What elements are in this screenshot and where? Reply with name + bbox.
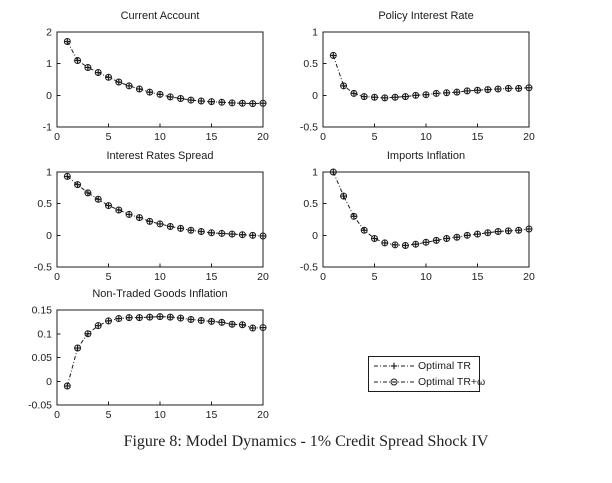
svg-text:5: 5 [372, 271, 378, 283]
svg-text:1: 1 [46, 167, 52, 179]
svg-text:15: 15 [472, 271, 484, 283]
svg-text:20: 20 [257, 409, 269, 421]
svg-text:-0.05: -0.05 [28, 400, 52, 412]
legend-label-optimal-tr-omega: Optimal TR+ω [418, 376, 486, 388]
circle-marker-line-sample-icon [374, 378, 414, 386]
svg-text:0: 0 [54, 131, 60, 143]
svg-text:0.5: 0.5 [303, 58, 318, 70]
svg-text:-0.5: -0.5 [34, 262, 52, 274]
subplot-interest-rates-spread: 0 5 10 15 20 -0.5 0 0.5 1 Interest Rates Spread [20, 146, 282, 286]
plot-title-policy-interest-rate: Policy Interest Rate [378, 10, 474, 22]
legend-entry-optimal-tr-omega: Optimal TR+ω [372, 374, 485, 390]
svg-text:15: 15 [206, 409, 218, 421]
subplot-policy-interest-rate: 0 5 10 15 20 -0.5 0 0.5 1 Policy Interest Rate [286, 6, 548, 146]
plot-canvas-imports-inflation: 0 5 10 15 20-0.500.51 [300, 167, 535, 284]
svg-text:0: 0 [320, 271, 326, 283]
svg-text:0: 0 [54, 271, 60, 283]
svg-text:-1: -1 [43, 122, 52, 134]
svg-text:10: 10 [420, 131, 432, 143]
plot-title-interest-rates-spread: Interest Rates Spread [106, 150, 214, 162]
figure-caption: Figure 8: Model Dynamics - 1% Credit Spr… [123, 433, 489, 450]
svg-text:15: 15 [206, 131, 218, 143]
subplot-non-traded-goods-inflation: 0 5 10 15 20 -0.05 0 0.05 0.1 0.15 Non-Traded Goo… [20, 284, 282, 424]
svg-text:0.05: 0.05 [32, 352, 53, 364]
svg-text:10: 10 [420, 271, 432, 283]
svg-text:15: 15 [472, 131, 484, 143]
svg-text:0.5: 0.5 [303, 198, 318, 210]
svg-text:1: 1 [46, 58, 52, 70]
svg-text:0: 0 [46, 90, 52, 102]
svg-text:0: 0 [46, 376, 52, 388]
svg-text:0.15: 0.15 [32, 305, 53, 317]
legend-entry-optimal-tr: Optimal TR [372, 358, 476, 374]
svg-text:1: 1 [312, 167, 318, 179]
svg-text:5: 5 [106, 131, 112, 143]
svg-text:20: 20 [257, 271, 269, 283]
plot-canvas-policy-interest-rate: 0 5 10 15 20-0.500.51 [300, 27, 535, 144]
plus-marker-line-sample-icon [374, 362, 414, 370]
svg-text:10: 10 [154, 409, 166, 421]
subplot-imports-inflation: 0 5 10 15 20 -0.5 0 0.5 1 Imports Inflation [286, 146, 548, 286]
svg-text:2: 2 [46, 27, 52, 39]
legend: Optimal TR Optimal TR+ω [368, 356, 485, 392]
svg-text:0: 0 [54, 409, 60, 421]
svg-text:0: 0 [312, 90, 318, 102]
plot-title-current-account: Current Account [120, 10, 200, 22]
svg-text:20: 20 [523, 271, 535, 283]
svg-text:5: 5 [372, 131, 378, 143]
plot-title-imports-inflation: Imports Inflation [386, 150, 466, 162]
svg-text:10: 10 [154, 271, 166, 283]
plot-canvas-interest-rates-spread: 0 5 10 15 20-0.500.51 [34, 167, 269, 284]
svg-text:0: 0 [320, 131, 326, 143]
svg-text:5: 5 [106, 409, 112, 421]
svg-text:0.5: 0.5 [37, 198, 52, 210]
plot-title-non-traded-goods-inflation: Non-Traded Goods Inflation [92, 288, 228, 300]
svg-text:10: 10 [154, 131, 166, 143]
svg-text:-0.5: -0.5 [300, 262, 318, 274]
svg-text:1: 1 [312, 27, 318, 39]
svg-text:-0.5: -0.5 [300, 122, 318, 134]
svg-text:15: 15 [206, 271, 218, 283]
subplot-current-account: 0 5 10 15 20 -1 0 1 2 Current Account [20, 6, 282, 146]
svg-text:5: 5 [106, 271, 112, 283]
svg-text:0: 0 [46, 230, 52, 242]
svg-text:20: 20 [523, 131, 535, 143]
legend-label-optimal-tr: Optimal TR [418, 360, 471, 372]
svg-text:0.1: 0.1 [37, 328, 52, 340]
svg-text:20: 20 [257, 131, 269, 143]
svg-text:0: 0 [312, 230, 318, 242]
